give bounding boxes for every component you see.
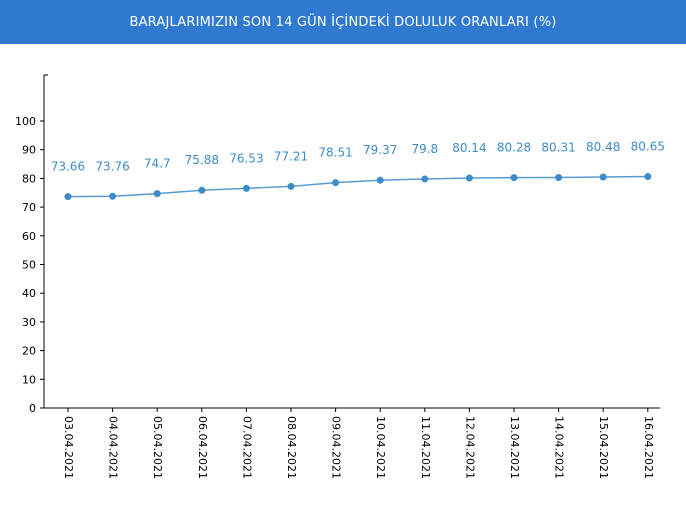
x-tick-label: 16.04.2021 (642, 416, 655, 479)
y-tick-label: 70 (22, 201, 36, 214)
x-tick-label: 10.04.2021 (374, 416, 387, 479)
data-point (644, 173, 652, 181)
x-tick-label: 06.04.2021 (196, 416, 209, 479)
x-tick-label: 04.04.2021 (107, 416, 120, 479)
y-tick-label: 60 (22, 230, 36, 243)
data-label: 75.88 (185, 153, 219, 167)
x-tick-label: 09.04.2021 (330, 416, 343, 479)
y-tick-label: 50 (22, 259, 36, 272)
data-label: 80.31 (541, 141, 575, 155)
y-tick-label: 40 (22, 287, 36, 300)
data-point (376, 176, 384, 184)
data-point (242, 184, 250, 192)
y-tick-label: 100 (15, 115, 36, 128)
series-line (67, 175, 648, 198)
chart-title: BARAJLARIMIZIN SON 14 GÜN İÇİNDEKİ DOLUL… (129, 14, 557, 30)
data-label: 80.28 (497, 141, 531, 155)
data-label: 73.66 (51, 160, 85, 174)
chart-header: BARAJLARIMIZIN SON 14 GÜN İÇİNDEKİ DOLUL… (0, 0, 686, 44)
data-point (64, 193, 72, 201)
y-tick-label: 0 (29, 402, 36, 415)
data-point (198, 186, 206, 194)
y-tick-label: 10 (22, 373, 36, 386)
data-label: 80.65 (631, 140, 665, 154)
y-tick-label: 80 (22, 172, 36, 185)
data-label: 79.37 (363, 143, 397, 157)
data-label: 73.76 (95, 159, 129, 173)
x-tick-label: 14.04.2021 (553, 416, 566, 479)
x-tick-label: 13.04.2021 (508, 416, 521, 479)
data-point (109, 192, 117, 200)
data-label: 76.53 (229, 151, 263, 165)
x-tick-label: 11.04.2021 (419, 416, 432, 479)
x-tick-label: 15.04.2021 (597, 416, 610, 479)
data-point (465, 174, 473, 182)
x-tick-label: 08.04.2021 (285, 416, 298, 479)
data-label: 74.7 (144, 157, 171, 171)
y-tick-label: 20 (22, 345, 36, 358)
x-tick-label: 07.04.2021 (240, 416, 253, 479)
y-tick-label: 90 (22, 144, 36, 157)
x-tick-label: 05.04.2021 (151, 416, 164, 479)
data-label: 80.14 (452, 141, 486, 155)
data-point (287, 182, 295, 190)
data-point (421, 175, 429, 183)
data-label: 77.21 (274, 149, 308, 163)
data-label: 78.51 (318, 146, 352, 160)
x-tick-label: 03.04.2021 (62, 416, 75, 479)
y-tick-label: 30 (22, 316, 36, 329)
data-point (332, 179, 340, 187)
data-point (510, 174, 518, 182)
data-point (599, 173, 607, 181)
data-label: 79.8 (411, 142, 438, 156)
data-point (153, 190, 161, 198)
data-label: 80.48 (586, 140, 620, 154)
line-chart: 0 10 20 30 40 50 60 70 80 90 100 03.04.2021 04.04.20… (15, 74, 665, 479)
x-tick-label: 12.04.2021 (463, 416, 476, 479)
data-point (555, 174, 563, 182)
